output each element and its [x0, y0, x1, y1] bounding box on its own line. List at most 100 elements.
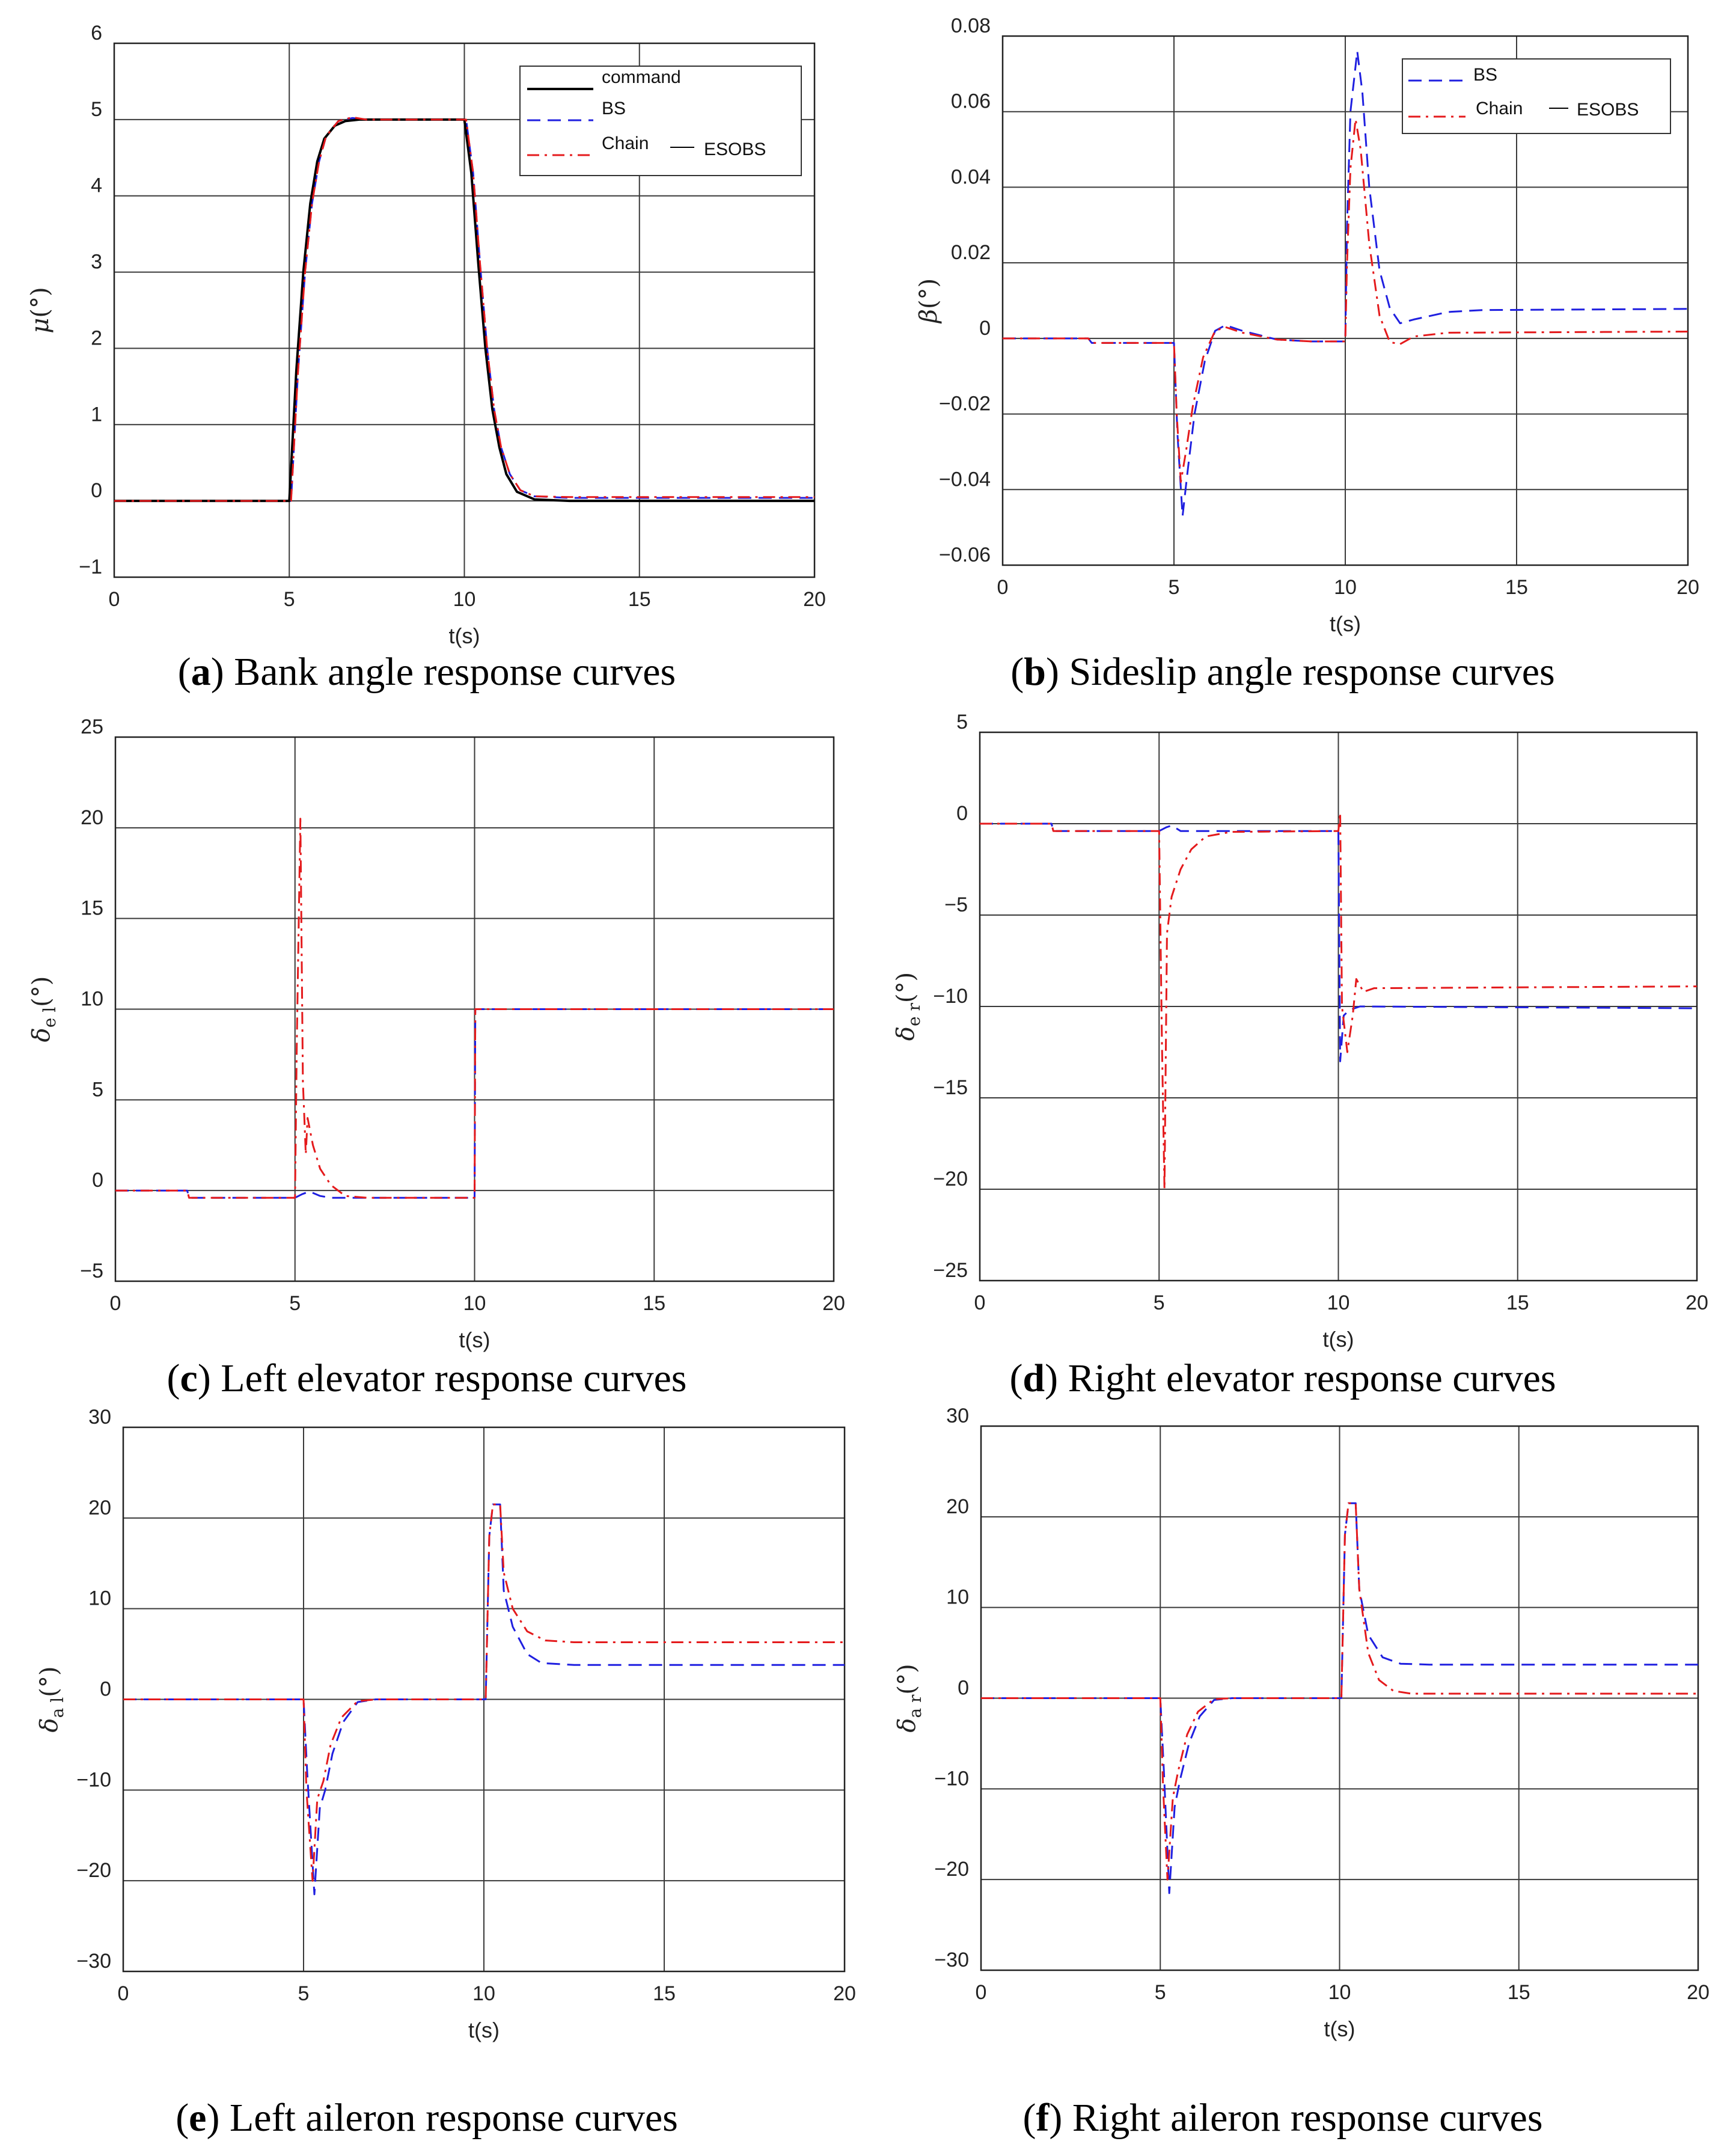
y-tick-label: 10 [81, 988, 103, 1011]
x-tick-label: 0 [976, 1981, 987, 2004]
legend-entry-bs: BS [1473, 65, 1497, 85]
x-tick-label: 20 [1687, 1981, 1710, 2004]
legend-entry-chain: Chain [1476, 99, 1523, 118]
x-tick-label: 5 [298, 1982, 310, 2005]
y-tick-label: 2 [91, 326, 102, 349]
x-tick-label: 0 [118, 1982, 129, 2005]
panel-e: 0 5 10 15 20 −30 −20 −10 0 10 20 30 t(s) δa l(°) (e) … [0, 1406, 868, 2156]
x-tick-label: 10 [1334, 576, 1357, 599]
x-axis-label: t(s) [1323, 1327, 1354, 1352]
legend-box [519, 66, 802, 176]
series-line-chain [980, 812, 1698, 1190]
y-tick-label: −5 [944, 893, 968, 916]
chart-a: 0 5 10 15 20 −1 0 1 2 3 4 5 6 t(s) μ(°) command BS Chain E… [26, 22, 826, 648]
x-tick-label: 20 [1686, 1291, 1708, 1314]
series-line-bs [980, 822, 1698, 1062]
caption-a-text: Bank angle response curves [234, 650, 676, 694]
x-tick-label: 5 [1155, 1981, 1166, 2004]
x-axis-label: t(s) [449, 623, 480, 648]
series-line-bs [981, 1502, 1698, 1894]
x-tick-label: 0 [109, 588, 120, 611]
svg-text:δe l(°): δe l(°) [28, 976, 60, 1043]
x-tick-label: 15 [628, 588, 651, 611]
x-tick-label: 15 [1506, 1291, 1529, 1314]
y-tick-label: 0.08 [951, 14, 991, 37]
caption-c-letter: c [180, 1356, 198, 1400]
series-line-bs [123, 1503, 845, 1896]
x-axis-label: t(s) [459, 1328, 491, 1352]
caption-b-text: Sideslip angle response curves [1069, 650, 1555, 694]
x-tick-label: 15 [653, 1982, 676, 2005]
panel-d: 0 5 10 15 20 −25 −20 −15 −10 −5 0 5 t(s) δe r(°) (d) … [868, 709, 1736, 1419]
svg-text:μ(°): μ(°) [26, 287, 54, 333]
chart-c: 0 5 10 15 20 −5 0 5 10 15 20 25 t(s) δe l(°) [28, 715, 845, 1352]
y-tick-label: 0 [91, 479, 102, 502]
y-tick-label: 0 [956, 802, 968, 825]
x-tick-label: 10 [463, 1292, 486, 1315]
y-tick-label: 0.02 [951, 241, 991, 264]
panel-a: 0 5 10 15 20 −1 0 1 2 3 4 5 6 t(s) μ(°) command BS Chain E… [0, 0, 868, 709]
series-line-chain [123, 1503, 845, 1882]
x-axis-label: t(s) [468, 2018, 500, 2042]
x-axis-label: t(s) [1330, 611, 1361, 636]
legend-entry-command: command [602, 67, 681, 87]
series-line-chain [1003, 118, 1689, 483]
y-tick-label: 20 [88, 1496, 111, 1519]
chart-b: 0 5 10 15 20 −0.06 −0.04 −0.02 0 0.02 0.04 0.06 0.08… [915, 14, 1699, 636]
x-tick-label: 10 [1327, 1291, 1350, 1314]
y-tick-label: 30 [946, 1404, 969, 1427]
legend: command BS Chain ESOBS [519, 66, 802, 176]
y-tick-label: 30 [88, 1406, 111, 1429]
x-tick-label: 5 [1154, 1291, 1165, 1314]
x-tick-label: 0 [997, 576, 1009, 599]
caption-b-letter: b [1024, 650, 1046, 694]
y-tick-label: 0.06 [951, 90, 991, 113]
y-tick-label: −10 [934, 1767, 969, 1790]
x-tick-label: 5 [289, 1292, 301, 1315]
caption-f-letter: f [1036, 2096, 1050, 2140]
y-tick-label: −15 [933, 1076, 968, 1099]
panel-b: 0 5 10 15 20 −0.06 −0.04 −0.02 0 0.02 0.04 0.06 0.08… [868, 0, 1736, 709]
y-axis-label: δe r(°) [892, 972, 924, 1041]
legend: BS Chain ESOBS [1402, 58, 1671, 134]
y-tick-label: 5 [91, 98, 102, 121]
y-tick-label: 0 [100, 1678, 111, 1701]
y-tick-label: 20 [81, 806, 103, 829]
y-tick-label: 20 [946, 1495, 969, 1518]
caption-e-letter: e [189, 2096, 207, 2140]
svg-text:δe r(°): δe r(°) [892, 972, 924, 1041]
x-tick-label: 20 [803, 588, 826, 611]
y-tick-label: 6 [91, 22, 102, 44]
svg-text:δa l(°): δa l(°) [35, 1667, 67, 1733]
x-tick-label: 15 [643, 1292, 665, 1315]
legend-entry-bs: BS [602, 99, 626, 118]
y-tick-label: −0.02 [939, 393, 991, 415]
plot-frame [113, 42, 816, 578]
plot-frame [1001, 35, 1689, 566]
y-tick-label: 5 [956, 711, 968, 733]
y-tick-label: −30 [76, 1950, 111, 1973]
svg-text:β(°): β(°) [915, 278, 943, 324]
y-axis-label: μ(°) [26, 287, 54, 333]
chart-d: 0 5 10 15 20 −25 −20 −15 −10 −5 0 5 t(s) δe r(°) [892, 711, 1708, 1352]
caption-f: (f) Right aileron response curves [1022, 2096, 1543, 2140]
y-tick-label: 3 [91, 251, 102, 274]
plot-frame [979, 731, 1698, 1282]
y-tick-label: 15 [81, 897, 103, 920]
y-tick-label: −20 [76, 1859, 111, 1882]
y-tick-label: 25 [81, 715, 103, 738]
panel-f: 0 5 10 15 20 −30 −20 −10 0 10 20 30 t(s) δa r(°) (f) … [868, 1404, 1736, 2156]
chart-f: 0 5 10 15 20 −30 −20 −10 0 10 20 30 t(s) δa r(°) [893, 1404, 1710, 2041]
y-tick-label: −25 [933, 1259, 968, 1282]
y-axis-label: δe l(°) [28, 976, 60, 1043]
caption-f-text: Right aileron response curves [1072, 2096, 1543, 2140]
y-tick-label: −20 [933, 1168, 968, 1190]
legend-entry-chain: Chain [602, 133, 649, 153]
y-tick-label: −0.04 [939, 468, 991, 491]
caption-d-text: Right elevator response curves [1068, 1356, 1556, 1400]
caption-d: (d) Right elevator response curves [1009, 1356, 1556, 1400]
x-tick-label: 0 [110, 1292, 121, 1315]
series-line-chain [115, 818, 834, 1199]
svg-text:δa r(°): δa r(°) [893, 1664, 925, 1732]
series-line-chain [114, 116, 815, 502]
